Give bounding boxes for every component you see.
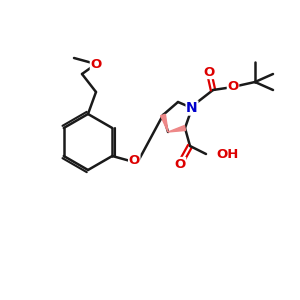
Text: O: O [203, 65, 214, 79]
Polygon shape [160, 114, 168, 132]
Text: O: O [174, 158, 186, 170]
Text: N: N [186, 101, 198, 115]
Polygon shape [168, 126, 186, 132]
Text: O: O [90, 58, 102, 70]
Text: O: O [227, 80, 239, 94]
Text: O: O [129, 154, 140, 167]
Text: OH: OH [216, 148, 239, 160]
